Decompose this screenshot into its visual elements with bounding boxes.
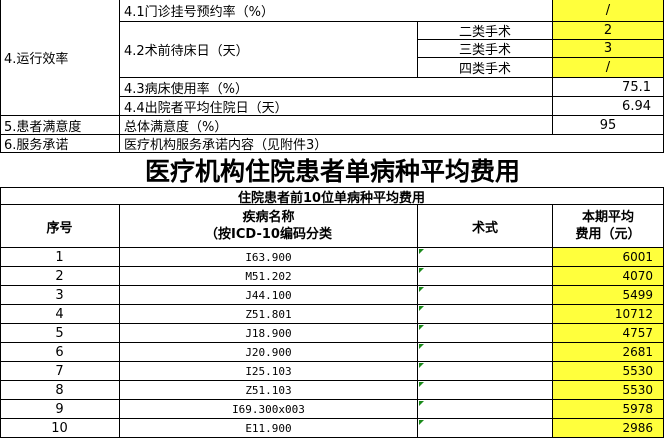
cost-cell: 4070 [553,267,664,286]
type-cell: 二类手术 [418,22,553,40]
cost-cell: 5978 [553,400,664,419]
procedure-cell [418,305,553,324]
index-cell: 6 [0,343,120,362]
left-border [0,0,1,153]
cell-marker [419,363,424,368]
value-cell: 75.1 [553,78,664,97]
code-cell: M51.202 [120,267,418,286]
section-cell: 5.患者满意度 [0,116,120,135]
code-cell: E11.900 [120,419,418,438]
cost-cell: 5530 [553,362,664,381]
table-subtitle: 住院患者前10位单病种平均费用 [0,188,664,205]
label-cell: 总体满意度（%） [120,116,553,135]
label-cell: 4.2术前待床日（天） [120,22,418,78]
index-cell: 4 [0,305,120,324]
type-cell: 四类手术 [418,58,553,78]
value-cell: 3 [553,40,664,58]
index-cell: 1 [0,248,120,267]
code-cell: I25.103 [120,362,418,381]
table-top-border [0,187,664,188]
cell-marker [419,287,424,292]
index-cell: 5 [0,324,120,343]
index-cell: 7 [0,362,120,381]
cost-cell: 2986 [553,419,664,438]
header-text: （按ICD-10编码分类 [205,227,332,242]
header-cell: 疾病名称 （按ICD-10编码分类 [120,205,418,248]
label-cell: 4.1门诊挂号预约率（%） [120,0,553,22]
code-cell: Z51.103 [120,381,418,400]
procedure-cell [418,362,553,381]
code-cell: I63.900 [120,248,418,267]
cost-cell: 4757 [553,324,664,343]
index-cell: 10 [0,419,120,438]
procedure-cell [418,400,553,419]
procedure-cell [418,267,553,286]
code-cell: I69.300x003 [120,400,418,419]
code-cell: J18.900 [120,324,418,343]
index-cell: 9 [0,400,120,419]
label-cell: 4.3病床使用率（%） [120,78,553,97]
cell-marker [419,249,424,254]
header-cell: 术式 [418,205,553,248]
procedure-cell [418,343,553,362]
cost-cell: 2681 [553,343,664,362]
value-cell: 95 [553,116,664,135]
cell-marker [419,268,424,273]
header-text: 费用（元） [575,227,641,242]
header-text: 本期平均 [581,210,634,225]
label-cell: 医疗机构服务承诺内容（见附件3） [120,135,664,153]
type-cell: 三类手术 [418,40,553,58]
procedure-cell [418,324,553,343]
cost-cell: 5499 [553,286,664,305]
procedure-cell [418,248,553,267]
value-cell: / [553,58,664,78]
table-left-border [0,187,1,438]
page-title: 医疗机构住院患者单病种平均费用 [144,157,520,186]
cell-marker [419,420,424,425]
code-cell: J20.900 [120,343,418,362]
code-cell: Z51.801 [120,305,418,324]
cost-cell: 6001 [553,248,664,267]
header-cell: 本期平均 费用（元） [553,205,664,248]
cell-marker [419,325,424,330]
header-cell: 序号 [0,205,120,248]
cell-marker [419,382,424,387]
index-cell: 3 [0,286,120,305]
cost-cell: 10712 [553,305,664,324]
section-cell: 4.运行效率 [0,0,120,116]
cell-marker [419,401,424,406]
procedure-cell [418,381,553,400]
index-cell: 8 [0,381,120,400]
value-cell: 6.94 [553,97,664,116]
cost-cell: 5530 [553,381,664,400]
cell-marker [419,344,424,349]
section-cell: 6.服务承诺 [0,135,120,153]
header-text: 疾病名称 [242,210,295,225]
procedure-cell [418,286,553,305]
label-cell: 4.4出院者平均住院日（天） [120,97,553,116]
value-cell: 2 [553,22,664,40]
procedure-cell [418,419,553,438]
index-cell: 2 [0,267,120,286]
cell-marker [419,306,424,311]
value-cell: / [553,0,664,22]
code-cell: J44.100 [120,286,418,305]
